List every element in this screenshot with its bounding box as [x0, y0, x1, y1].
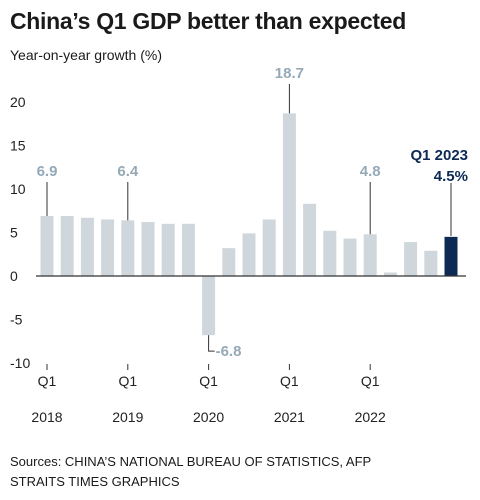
bar	[161, 223, 175, 276]
bar	[101, 219, 115, 276]
x-tick-year: 2022	[355, 409, 386, 425]
gdp-bar-chart: -10 -5 0 5 10 15 20 6.9 6.4 -6.8 18.7 4.8 Q1 2023 4.…	[10, 65, 468, 425]
x-tick-quarter: Q1	[361, 373, 380, 389]
bar	[262, 219, 276, 276]
callout-label: 6.9	[37, 163, 58, 180]
y-tick-label: 0	[10, 268, 18, 284]
bar	[323, 230, 337, 276]
x-tick-year: 2020	[193, 409, 224, 425]
highlight-value-label: 4.5%	[434, 168, 468, 185]
bar	[363, 234, 377, 276]
chart-title: China’s Q1 GDP better than expected	[10, 8, 406, 34]
x-tick-year: 2021	[274, 409, 305, 425]
highlight-period-label: Q1 2023	[410, 147, 468, 164]
bar	[404, 242, 418, 276]
bar	[141, 222, 155, 276]
y-tick-label: 10	[10, 181, 26, 197]
bar	[343, 238, 357, 276]
bar	[424, 250, 438, 276]
callout-leader	[208, 335, 215, 352]
bar	[181, 223, 195, 276]
bar	[60, 215, 74, 276]
y-tick-label: -10	[10, 355, 30, 371]
x-tick-quarter: Q1	[118, 373, 137, 389]
bar	[383, 272, 397, 276]
y-tick-label: 20	[10, 94, 26, 110]
callout-label: 6.4	[117, 163, 139, 180]
bar	[242, 233, 256, 276]
bar	[121, 220, 135, 276]
credit-line: STRAITS TIMES GRAPHICS	[10, 474, 180, 489]
x-tick-quarter: Q1	[38, 373, 57, 389]
bar	[444, 236, 458, 276]
callout-label: -6.8	[216, 343, 242, 360]
x-axis-ticks: Q1 2018 Q1 2019 Q1 2020 Q1 2021 Q1 2022	[31, 364, 386, 425]
x-tick-quarter: Q1	[280, 373, 299, 389]
y-tick-label: 15	[10, 138, 26, 154]
bar	[40, 215, 54, 276]
sources-line: Sources: CHINA’S NATIONAL BUREAU OF STAT…	[10, 454, 372, 469]
y-tick-label: 5	[10, 225, 18, 241]
callout-annotations: 6.9 6.4 -6.8 18.7 4.8 Q1 2023 4.5%	[37, 65, 468, 360]
x-tick-year: 2019	[112, 409, 143, 425]
bar	[303, 203, 317, 276]
y-axis-ticks: -10 -5 0 5 10 15 20	[10, 94, 30, 371]
x-tick-year: 2018	[31, 409, 62, 425]
bar-series	[40, 113, 458, 336]
y-axis-title: Year-on-year growth (%)	[10, 47, 162, 63]
callout-label: 18.7	[275, 65, 304, 82]
bar	[202, 276, 216, 336]
x-tick-quarter: Q1	[199, 373, 218, 389]
bar	[80, 217, 94, 276]
y-tick-label: -5	[10, 312, 23, 328]
sources-note: Sources: CHINA’S NATIONAL BUREAU OF STAT…	[10, 452, 371, 492]
callout-label: 4.8	[360, 163, 381, 180]
bar	[282, 113, 296, 276]
bar	[222, 248, 236, 276]
